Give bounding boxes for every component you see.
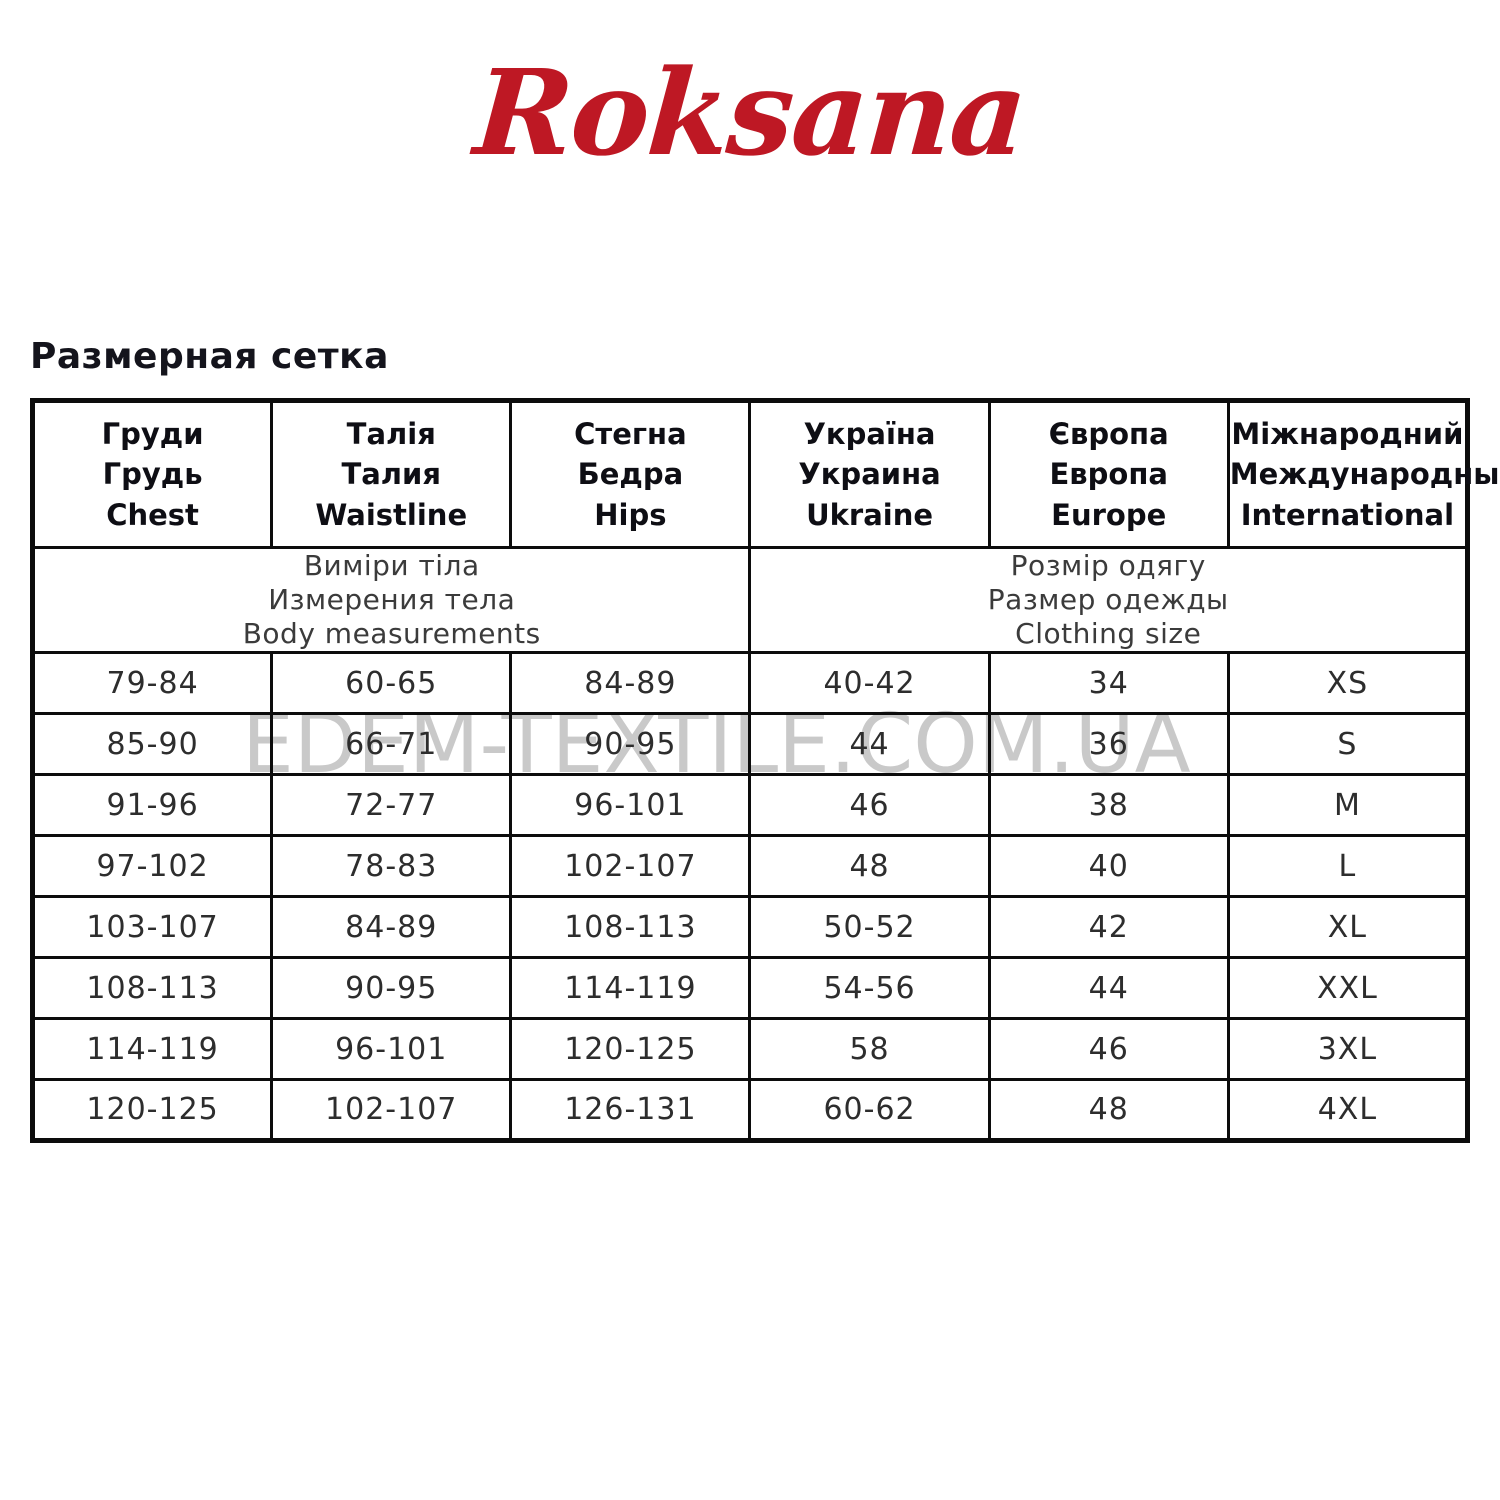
col-header-ukraine: Україна Украина Ukraine [748, 399, 991, 549]
size-cell: 102-107 [509, 834, 752, 899]
size-cell: 84-89 [270, 895, 513, 960]
size-cell: 97-102 [30, 834, 274, 899]
table-body: 79-84 60-65 84-89 40-42 34 XS 85-90 66-71 90-95 4… [30, 651, 1470, 1143]
header-line: Європа [1048, 416, 1169, 451]
group-header-line: Розмір одягу [1010, 549, 1206, 582]
group-header-line: Размер одежды [987, 583, 1229, 617]
page-title: Размерная сетка [30, 336, 389, 377]
size-cell: L [1226, 834, 1470, 899]
group-header-row: Виміри тіла Измерения тела Body measurem… [30, 545, 1469, 655]
size-cell: 96-101 [509, 773, 752, 838]
size-cell: 72-77 [270, 773, 513, 838]
size-cell: 108-113 [30, 956, 274, 1021]
table-row: 97-102 78-83 102-107 48 40 L [30, 834, 1470, 899]
group-header-line: Измерения тела [268, 583, 516, 617]
table-row: 85-90 66-71 90-95 44 36 S [30, 712, 1470, 777]
col-header-international: Міжнародний Международный International [1226, 399, 1500, 549]
size-cell: 54-56 [748, 956, 991, 1021]
size-cell: 120-125 [30, 1078, 274, 1143]
size-cell: 84-89 [509, 651, 752, 716]
size-cell: 4XL [1226, 1078, 1470, 1143]
size-cell: XXL [1226, 956, 1470, 1021]
size-cell: 60-62 [748, 1078, 991, 1143]
size-cell: 108-113 [509, 895, 752, 960]
header-line: Україна [803, 416, 936, 451]
table-row: 79-84 60-65 84-89 40-42 34 XS [30, 651, 1470, 716]
column-header-row: Груди Грудь Chest Талія Талия Waistline … [30, 399, 1500, 549]
header-line: Талия [341, 457, 441, 492]
size-cell: 50-52 [748, 895, 991, 960]
size-cell: 96-101 [270, 1017, 513, 1082]
header-line: Европа [1049, 457, 1168, 492]
header-line: Hips [594, 497, 667, 532]
size-cell: 79-84 [30, 651, 274, 716]
header-line: Стегна [574, 416, 687, 451]
group-header-clothing-size: Розмір одягу Размер одежды Clothing size [748, 545, 1469, 655]
header-line: Chest [106, 497, 199, 532]
size-cell: XS [1226, 651, 1470, 716]
size-cell: 60-65 [270, 651, 513, 716]
group-header-line: Clothing size [1015, 617, 1202, 651]
table-row: 103-107 84-89 108-113 50-52 42 XL [30, 895, 1470, 960]
size-cell: XL [1226, 895, 1470, 960]
size-cell: 91-96 [30, 773, 274, 838]
size-cell: M [1226, 773, 1470, 838]
header-line: Украина [798, 457, 941, 492]
col-header-hips: Стегна Бедра Hips [509, 399, 752, 549]
size-cell: 44 [748, 712, 991, 777]
header-line: Waistline [315, 497, 468, 532]
group-header-body-measurements: Виміри тіла Измерения тела Body measurem… [30, 545, 752, 655]
size-cell: 48 [987, 1078, 1230, 1143]
size-cell: 44 [987, 956, 1230, 1021]
size-cell: 58 [748, 1017, 991, 1082]
size-cell: 114-119 [509, 956, 752, 1021]
col-header-chest: Груди Грудь Chest [30, 399, 274, 549]
size-cell: 48 [748, 834, 991, 899]
table-row: 120-125 102-107 126-131 60-62 48 4XL [30, 1078, 1470, 1143]
col-header-europe: Європа Европа Europe [987, 399, 1230, 549]
header-line: Талія [346, 416, 436, 451]
header-line: Міжнародний [1231, 416, 1464, 451]
size-cell: 85-90 [30, 712, 274, 777]
size-cell: 103-107 [30, 895, 274, 960]
header-line: International [1240, 497, 1455, 532]
size-cell: 42 [987, 895, 1230, 960]
size-chart-table: Груди Грудь Chest Талія Талия Waistline … [30, 398, 1500, 1144]
size-cell: 36 [987, 712, 1230, 777]
size-cell: 102-107 [270, 1078, 513, 1143]
size-cell: 90-95 [270, 956, 513, 1021]
size-cell: 126-131 [509, 1078, 752, 1143]
header-line: Международный [1229, 457, 1500, 492]
size-cell: 40-42 [748, 651, 991, 716]
brand-logo: Roksana [470, 43, 1030, 182]
size-cell: 114-119 [30, 1017, 274, 1082]
size-cell: 120-125 [509, 1017, 752, 1082]
size-cell: 38 [987, 773, 1230, 838]
header-line: Ukraine [806, 497, 934, 532]
header-line: Europe [1051, 497, 1167, 532]
size-cell: 78-83 [270, 834, 513, 899]
size-cell: S [1226, 712, 1470, 777]
group-header-line: Виміри тіла [303, 549, 480, 582]
size-cell: 90-95 [509, 712, 752, 777]
col-header-waistline: Талія Талия Waistline [270, 399, 513, 549]
header-line: Грудь [102, 457, 203, 492]
size-cell: 46 [748, 773, 991, 838]
size-cell: 40 [987, 834, 1230, 899]
size-cell: 46 [987, 1017, 1230, 1082]
size-cell: 66-71 [270, 712, 513, 777]
table-row: 114-119 96-101 120-125 58 46 3XL [30, 1017, 1470, 1082]
table-row: 108-113 90-95 114-119 54-56 44 XXL [30, 956, 1470, 1021]
header-line: Бедра [577, 457, 684, 492]
table-row: 91-96 72-77 96-101 46 38 M [30, 773, 1470, 838]
group-header-line: Body measurements [242, 617, 541, 651]
size-cell: 3XL [1226, 1017, 1470, 1082]
header-line: Груди [101, 416, 204, 451]
table-head: Груди Грудь Chest Талія Талия Waistline … [30, 399, 1500, 655]
size-cell: 34 [987, 651, 1230, 716]
